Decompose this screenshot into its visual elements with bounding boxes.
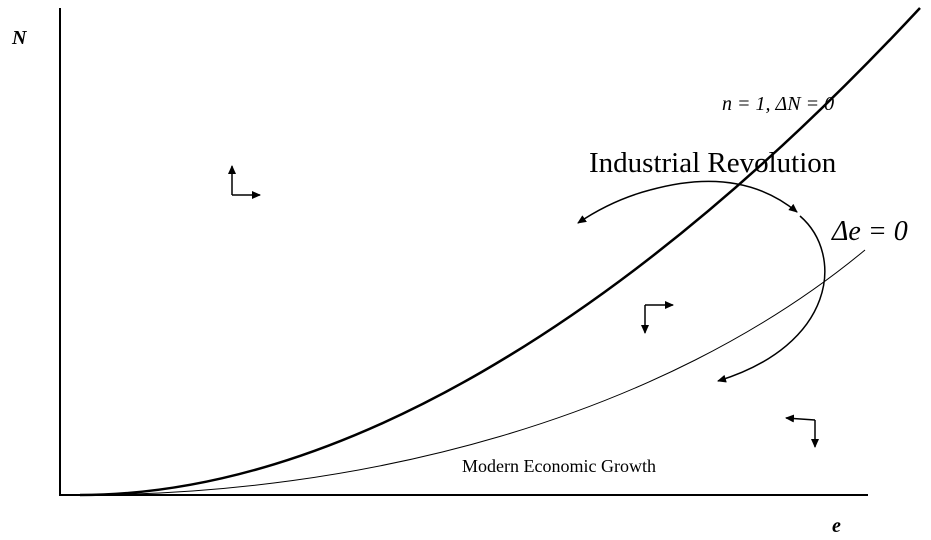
e-curve (79, 249, 866, 496)
x-axis-label: e (832, 515, 841, 537)
revolution-arrow-down (717, 215, 826, 383)
direction-arrow (785, 414, 816, 423)
y-axis-label: N (11, 27, 28, 49)
n-curve (79, 7, 921, 497)
revolution-arrow-right (649, 180, 798, 213)
e-curve-label: Δe = 0 (831, 216, 908, 247)
revolution-arrow-left (577, 189, 651, 224)
n-curve-label: n = 1, ΔN = 0 (722, 93, 834, 115)
industrial-label: Industrial Revolution (589, 147, 837, 179)
modern-label: Modern Economic Growth (462, 456, 656, 476)
